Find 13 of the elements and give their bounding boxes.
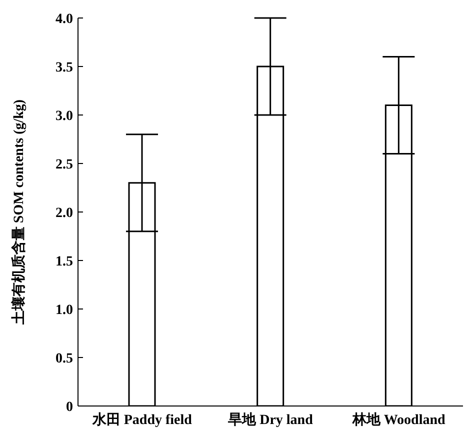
y-tick-label: 0.5 (56, 351, 73, 366)
x-tick-label: 旱地 Dry land (227, 412, 314, 428)
y-tick-label: 2.5 (56, 157, 73, 172)
y-tick-label: 1.0 (56, 302, 73, 318)
y-tick-label: 4.0 (56, 12, 73, 27)
y-tick-label: 0 (66, 400, 73, 415)
y-tick-label: 1.5 (56, 254, 73, 270)
x-tick-label: 水田 Paddy field (91, 412, 192, 428)
x-tick-label: 林地 Woodland (351, 412, 446, 428)
y-tick-label: 3.0 (56, 108, 73, 124)
y-tick-label: 2.0 (56, 206, 73, 221)
y-axis-title: 土壤有机质含量 SOM contents (g/kg) (10, 99, 27, 326)
y-tick-label: 3.5 (56, 60, 73, 76)
